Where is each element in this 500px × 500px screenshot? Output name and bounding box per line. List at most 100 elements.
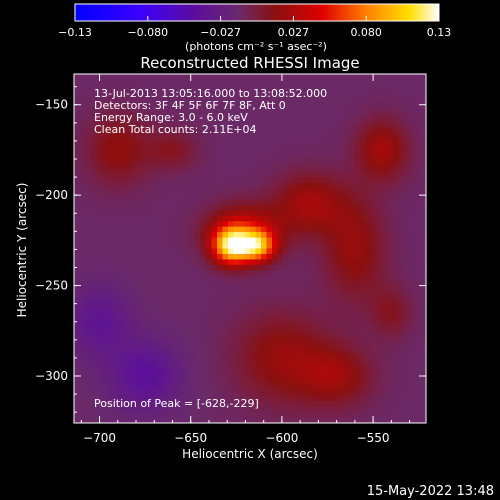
heatmap-cell [239,84,246,91]
heatmap-cell [288,395,295,402]
heatmap-cell [393,275,400,282]
heatmap-cell [261,166,268,173]
heatmap-cell [266,106,273,113]
heatmap-cell [79,188,86,195]
heatmap-cell [112,275,119,282]
heatmap-cell [140,259,147,266]
heatmap-cell [173,341,180,348]
heatmap-cell [145,74,152,81]
heatmap-cell [233,297,240,304]
heatmap-cell [118,144,125,151]
heatmap-cell [376,401,383,408]
heatmap-cell [393,221,400,228]
heatmap-cell [222,128,229,135]
heatmap-cell [266,123,273,130]
heatmap-cell [420,324,426,331]
heatmap-cell [217,346,224,353]
heatmap-cell [420,84,426,91]
heatmap-cell [354,237,361,244]
heatmap-cell [321,324,328,331]
heatmap-cell [415,166,422,173]
heatmap-cell [376,199,383,206]
heatmap-cell [206,166,213,173]
heatmap-cell [173,210,180,217]
heatmap-cell [393,133,400,141]
heatmap-cell [420,150,426,157]
heatmap-cell [283,106,290,113]
heatmap-cell [90,308,97,315]
heatmap-cell [338,341,345,348]
heatmap-cell [228,281,235,288]
heatmap-cell [415,368,422,375]
heatmap-cell [112,379,119,386]
heatmap-cell [112,335,119,342]
heatmap-cell [107,101,114,108]
heatmap-cell [239,177,246,184]
heatmap-cell [129,150,136,157]
heatmap-cell [184,155,191,162]
heatmap-cell [101,390,108,397]
heatmap-cell [365,417,372,423]
heatmap-cell [206,128,213,135]
heatmap-cell [184,188,191,195]
heatmap-cell [338,226,345,233]
heatmap-cell [299,79,306,86]
heatmap-cell [145,253,152,260]
heatmap-cell [200,221,207,228]
heatmap-cell [239,352,246,359]
heatmap-cell [305,330,312,337]
heatmap-cell [310,248,317,255]
heatmap-cell [409,161,416,168]
heatmap-cell [200,177,207,184]
heatmap-cell [184,281,191,288]
heatmap-cell [200,79,207,86]
heatmap-cell [321,193,328,201]
heatmap-cell [129,335,136,342]
heatmap-cell [316,253,323,260]
heatmap-cell [162,74,169,81]
heatmap-cell [112,324,119,331]
heatmap-cell [107,395,114,402]
heatmap-cell [140,281,147,288]
heatmap-cell [288,237,295,244]
heatmap-cell [316,412,323,419]
heatmap-cell [90,303,97,310]
heatmap-cell [294,204,301,211]
heatmap-cell [266,319,273,326]
heatmap-cell [332,390,339,397]
heatmap-cell [244,330,251,337]
heatmap-cell [354,117,361,124]
heatmap-cell [184,84,191,91]
heatmap-cell [250,275,257,282]
heatmap-cell [189,368,196,375]
heatmap-cell [173,193,180,201]
heatmap-cell [195,183,202,190]
heatmap-cell [398,150,405,157]
heatmap-cell [129,363,136,370]
heatmap-cell [321,292,328,299]
heatmap-cell [349,215,356,222]
heatmap-cell [283,237,290,244]
heatmap-cell [266,74,273,81]
heatmap-cell [167,232,174,239]
heatmap-cell [404,346,411,353]
heatmap-cell [398,74,405,81]
heatmap-cell [118,204,125,211]
heatmap-cell [228,270,235,277]
heatmap-cell [261,150,268,157]
heatmap-cell [222,275,229,282]
heatmap-cell [343,117,350,124]
heatmap-cell [310,128,317,135]
heatmap-cell [255,166,262,173]
heatmap-cell [299,341,306,348]
heatmap-cell [343,155,350,162]
heatmap-cell [217,270,224,277]
heatmap-cell [173,417,180,423]
heatmap-cell [360,221,367,228]
heatmap-cell [387,204,394,211]
heatmap-cell [123,123,130,130]
heatmap-cell [200,390,207,397]
heatmap-cell [277,243,284,250]
annotation-time-range: 13-Jul-2013 13:05:16.000 to 13:08:52.000 [94,87,327,100]
heatmap-cell [343,253,350,260]
